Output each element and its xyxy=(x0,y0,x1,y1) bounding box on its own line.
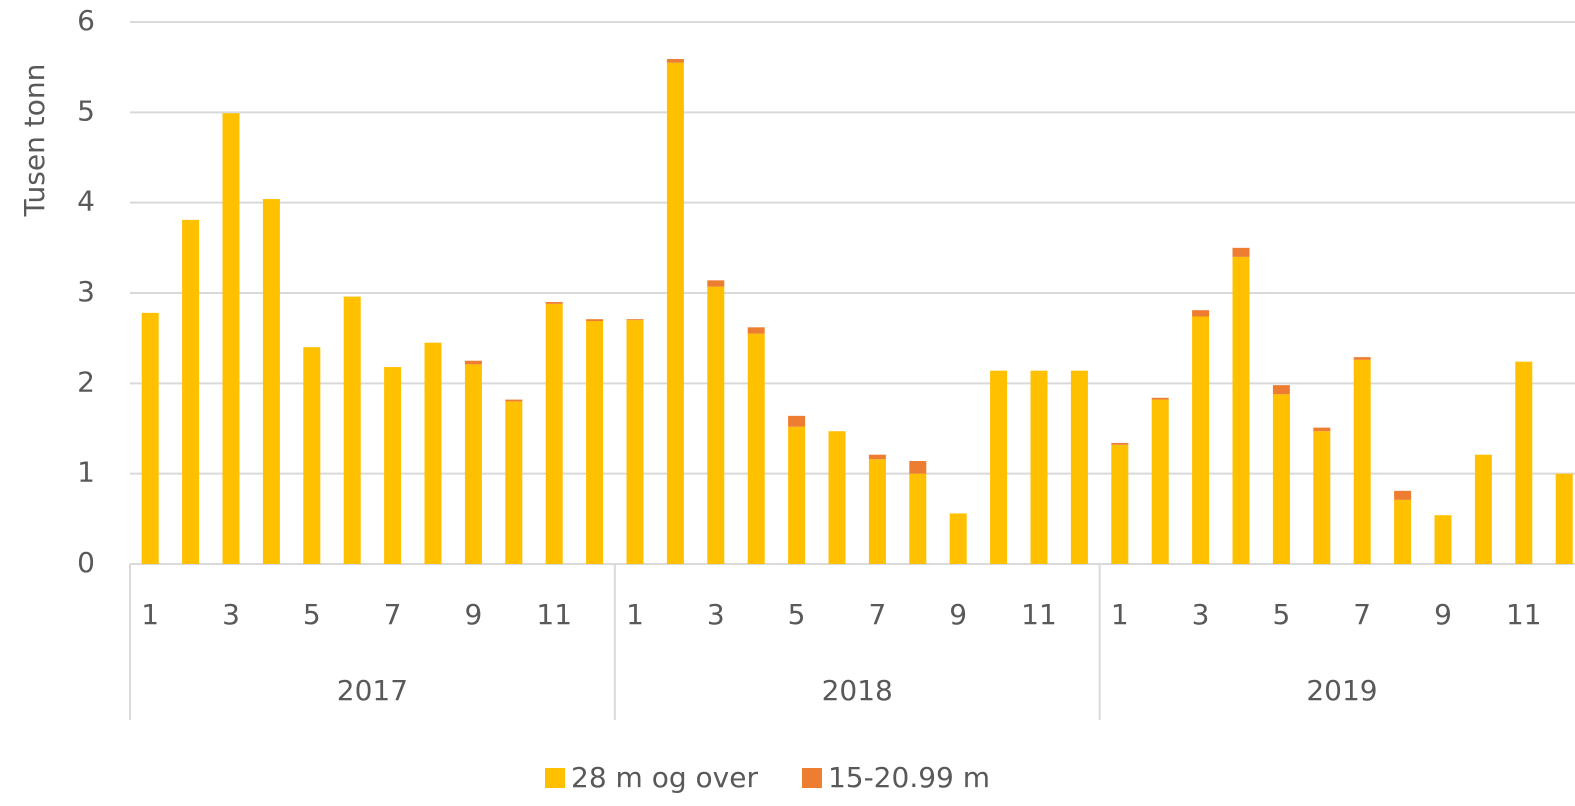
bar-segment xyxy=(1232,256,1250,564)
bar-segment xyxy=(707,280,725,287)
bar-segment xyxy=(707,286,725,564)
bar-segment xyxy=(464,360,482,365)
x-tick-label: 5 xyxy=(303,598,321,631)
bar-segment xyxy=(303,347,321,564)
bar-segment xyxy=(222,113,240,564)
bar-segment xyxy=(828,431,846,564)
x-tick-label: 1 xyxy=(626,598,644,631)
bar-segment xyxy=(1313,427,1331,432)
bar-segment xyxy=(949,513,967,564)
x-tick-label: 9 xyxy=(1434,598,1452,631)
y-tick-label: 6 xyxy=(77,4,95,37)
bar-segment xyxy=(1555,473,1573,564)
bar-segment xyxy=(909,461,927,474)
bar-segment xyxy=(868,454,886,460)
bar-segment xyxy=(586,321,604,564)
bar-segment xyxy=(1070,370,1088,564)
bar-segment xyxy=(626,319,644,321)
bar-segment xyxy=(1272,394,1290,564)
bar-segment xyxy=(1151,397,1169,400)
bar-segment xyxy=(1474,454,1492,564)
y-tick-label: 5 xyxy=(77,94,95,127)
x-tick-label: 11 xyxy=(536,598,572,631)
x-tick-label: 1 xyxy=(1111,598,1129,631)
x-tick-label: 9 xyxy=(949,598,967,631)
x-tick-label: 7 xyxy=(868,598,886,631)
bar-segment xyxy=(384,367,402,564)
bar-segment xyxy=(666,62,684,565)
bar-segment xyxy=(1434,515,1452,564)
bar-segment xyxy=(141,312,159,564)
x-tick-label: 3 xyxy=(1192,598,1210,631)
bar-segment xyxy=(545,302,563,304)
bar-segment xyxy=(1353,359,1371,564)
legend-label: 15-20.99 m xyxy=(828,761,990,794)
y-tick-label: 2 xyxy=(77,365,95,398)
legend-swatch xyxy=(801,768,822,788)
bar-segment xyxy=(1151,399,1169,564)
x-tick-label: 3 xyxy=(222,598,240,631)
x-tick-label: 1 xyxy=(141,598,159,631)
y-axis-label: Tusen tonn xyxy=(18,64,51,218)
bar-segment xyxy=(1394,499,1412,564)
bar-segment xyxy=(626,320,644,564)
bar-segment xyxy=(505,401,523,564)
group-label: 2018 xyxy=(822,674,893,707)
group-label: 2017 xyxy=(337,674,408,707)
bar-segment xyxy=(788,426,806,564)
bar-segment xyxy=(1394,490,1412,500)
bar-segment xyxy=(343,296,361,564)
bar-segment xyxy=(1353,357,1371,360)
bar-segment xyxy=(1030,370,1048,564)
y-tick-label: 3 xyxy=(77,275,95,308)
x-tick-label: 5 xyxy=(1272,598,1290,631)
y-tick-label: 4 xyxy=(77,185,95,218)
y-tick-label: 1 xyxy=(77,456,95,489)
bar-segment xyxy=(1192,310,1210,317)
legend-label: 28 m og over xyxy=(571,761,758,794)
x-tick-label: 11 xyxy=(1021,598,1057,631)
bar-segment xyxy=(747,333,765,564)
bar-segment xyxy=(788,415,806,427)
bar-segment xyxy=(262,199,280,564)
bar-segment xyxy=(1515,361,1533,564)
x-tick-label: 3 xyxy=(707,598,725,631)
bar-segment xyxy=(424,342,442,564)
bar-segment xyxy=(747,327,765,334)
legend-swatch xyxy=(545,768,565,788)
bar-segment xyxy=(990,370,1008,564)
bar-segment xyxy=(586,319,604,322)
y-tick-label: 0 xyxy=(77,546,95,579)
bar-segment xyxy=(1192,316,1210,564)
x-tick-label: 5 xyxy=(788,598,806,631)
bar-segment xyxy=(464,364,482,564)
bar-segment xyxy=(666,59,684,63)
x-tick-label: 9 xyxy=(464,598,482,631)
bar-segment xyxy=(1272,385,1290,395)
bar-segment xyxy=(545,303,563,564)
bar-segment xyxy=(1232,247,1250,257)
bar-segment xyxy=(505,399,523,402)
bar-segment xyxy=(1111,444,1129,564)
bar-segment xyxy=(909,473,927,564)
bar-segment xyxy=(1313,431,1331,564)
bar-segment xyxy=(868,459,886,564)
x-tick-label: 7 xyxy=(1353,598,1371,631)
group-label: 2019 xyxy=(1306,674,1377,707)
x-tick-label: 7 xyxy=(384,598,402,631)
bar-segment xyxy=(1111,442,1129,445)
x-tick-label: 11 xyxy=(1506,598,1542,631)
bar-segment xyxy=(182,219,200,564)
